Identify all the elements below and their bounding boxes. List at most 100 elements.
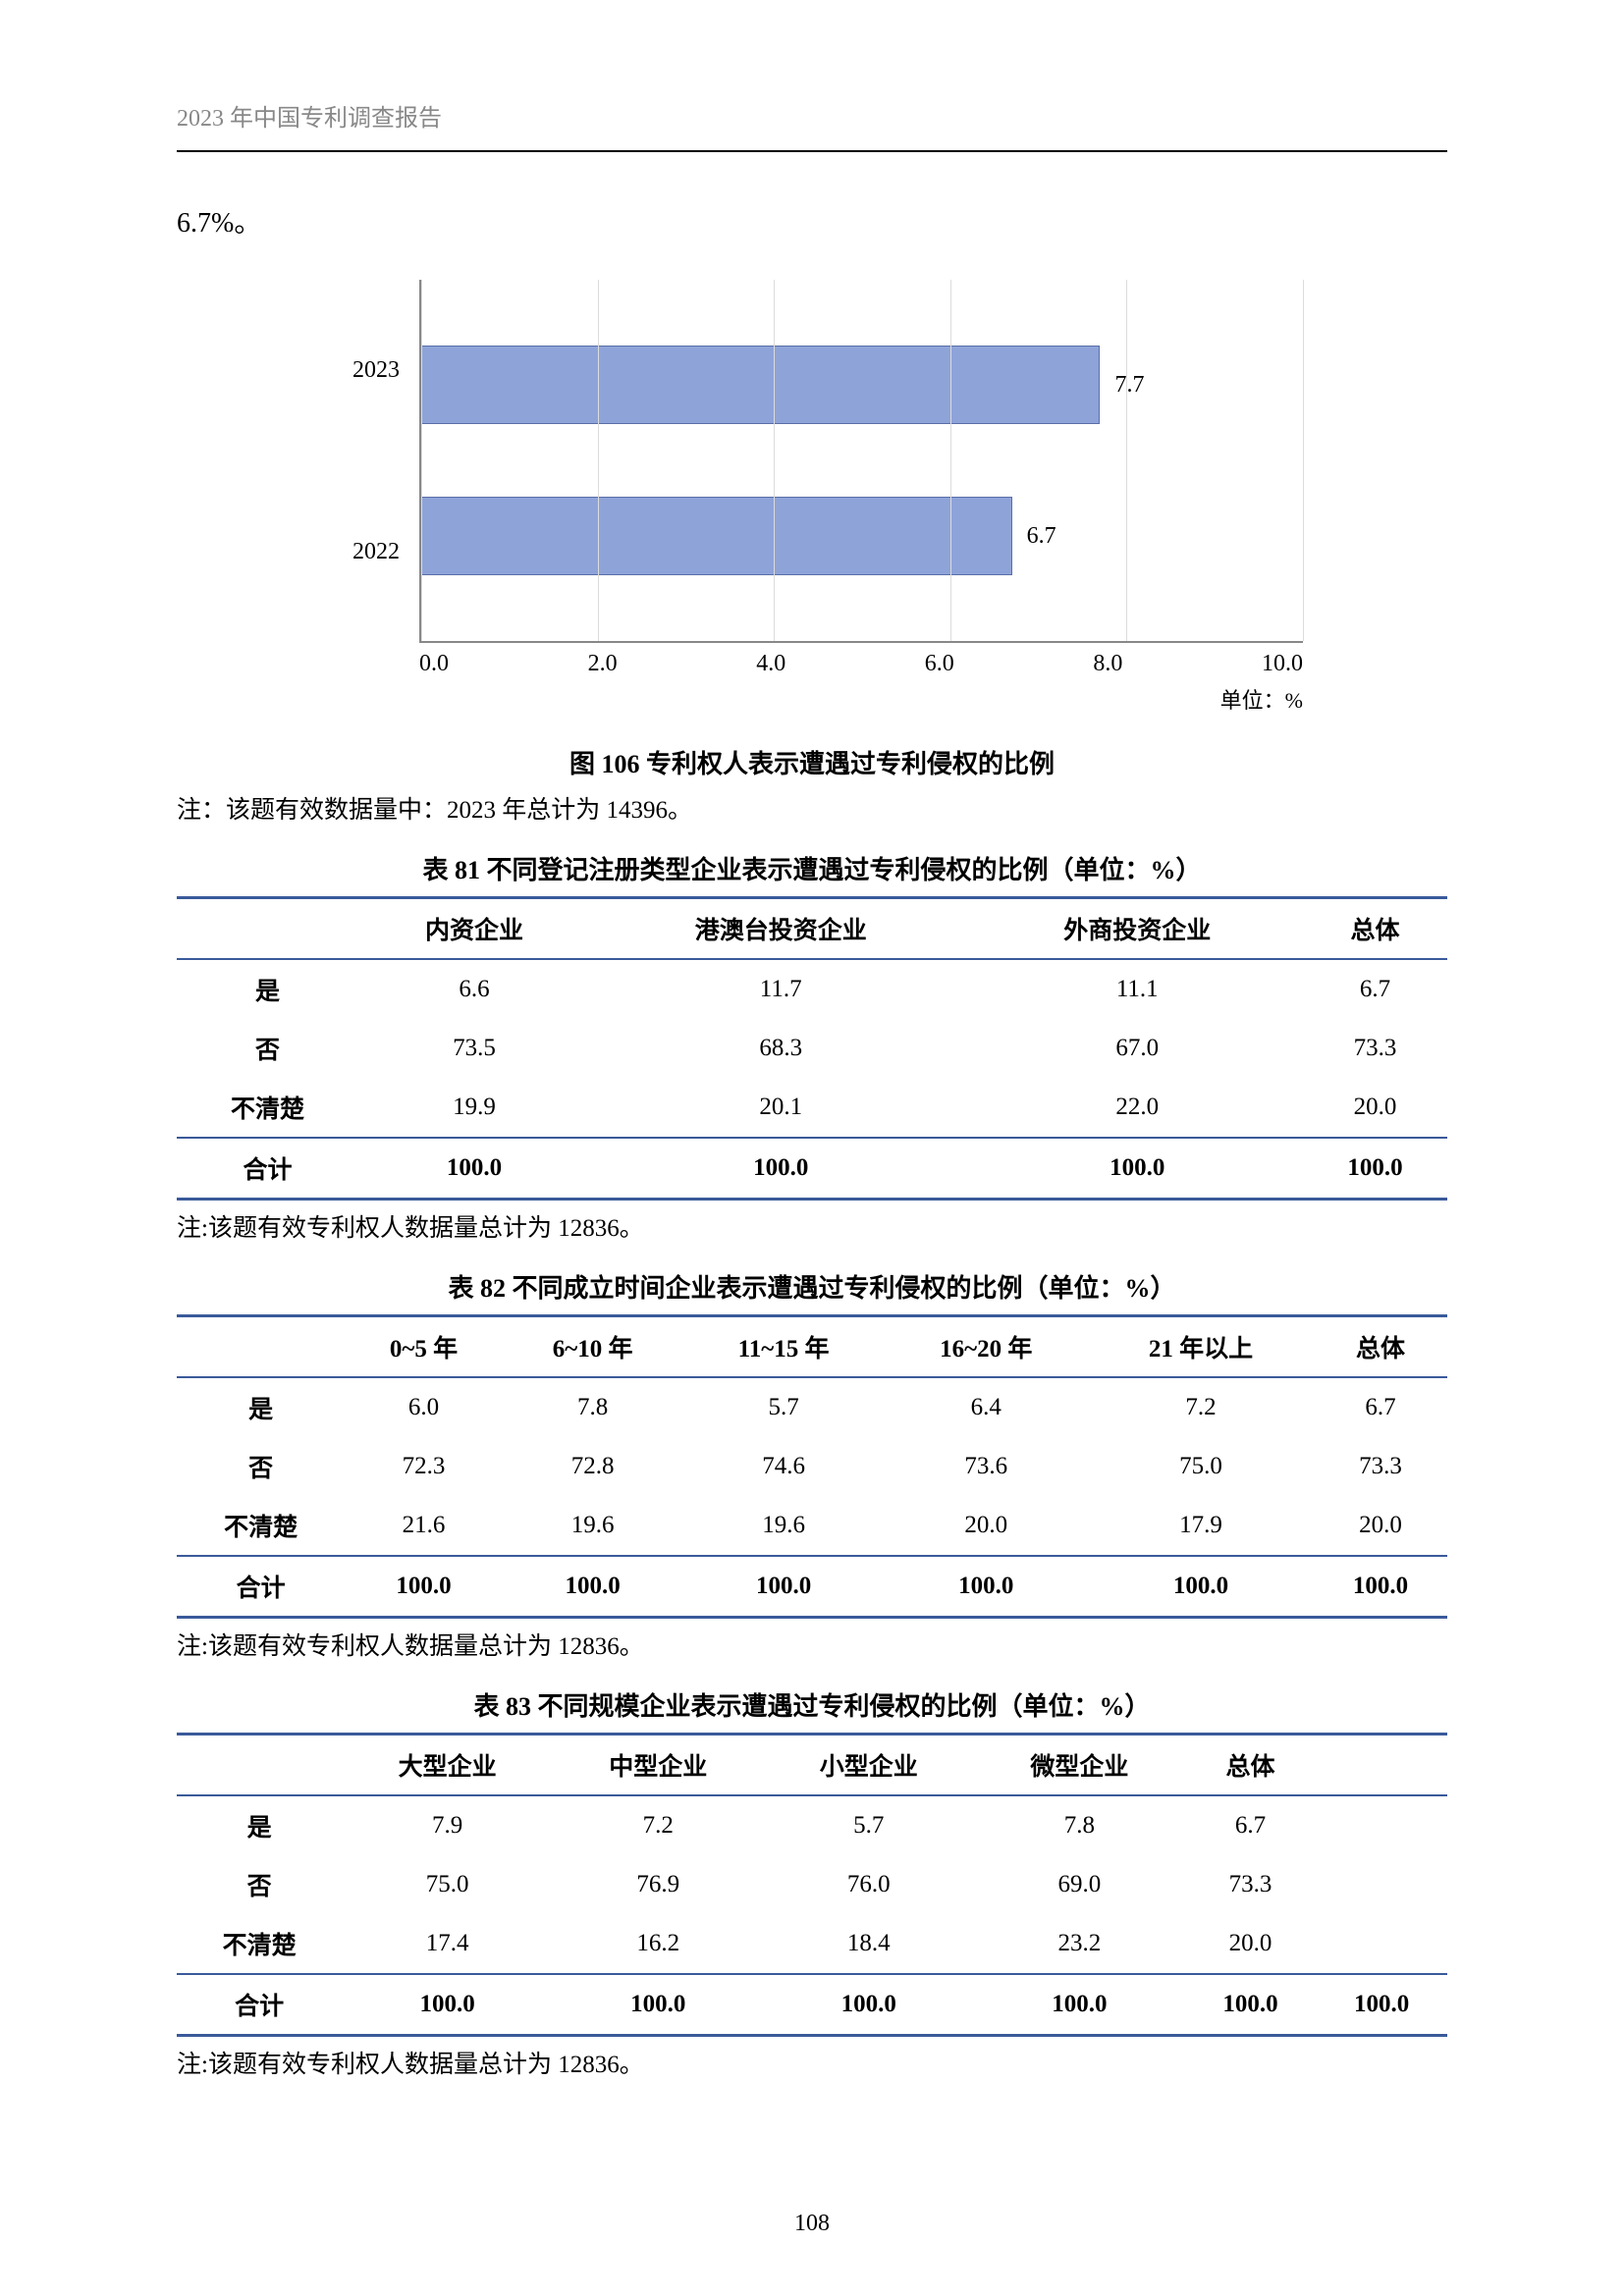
table83: 大型企业中型企业小型企业微型企业总体是7.97.25.77.86.7否75.07…: [177, 1733, 1447, 2037]
table-cell: 68.3: [590, 1019, 971, 1078]
table-header-cell: 中型企业: [553, 1735, 764, 1796]
table-cell: 18.4: [764, 1914, 975, 1974]
grid-line: [598, 280, 599, 641]
table-cell: 20.0: [1303, 1078, 1447, 1138]
x-tick: 8.0: [1093, 651, 1122, 677]
table-row: 是6.611.711.16.7: [177, 959, 1447, 1019]
figure-caption: 图 106 专利权人表示遭遇过专利侵权的比例: [177, 744, 1447, 780]
table-cell: 不清楚: [177, 1496, 345, 1556]
table-cell: 100.0: [358, 1138, 590, 1200]
table-cell: 6.7: [1185, 1795, 1317, 1855]
table-cell: 5.7: [683, 1377, 885, 1437]
axis-unit-label: 单位：%: [321, 683, 1303, 715]
table-cell: 100.0: [553, 1974, 764, 2036]
table-header-cell: 大型企业: [342, 1735, 553, 1796]
table81-caption: 表 81 不同登记注册类型企业表示遭遇过专利侵权的比例（单位：%）: [177, 850, 1447, 886]
table-cell: 72.8: [503, 1437, 683, 1496]
bar-value-label: 6.7: [1027, 523, 1056, 550]
x-tick: 10.0: [1262, 651, 1303, 677]
grid-line: [774, 280, 775, 641]
table-cell: 20.0: [1185, 1914, 1317, 1974]
table-cell: 73.6: [885, 1437, 1088, 1496]
table-cell: 19.6: [503, 1496, 683, 1556]
table-cell: 20.1: [590, 1078, 971, 1138]
x-tick: 4.0: [756, 651, 785, 677]
x-tick: 2.0: [588, 651, 618, 677]
table-header-cell: [177, 1316, 345, 1378]
table-header-cell: 6~10 年: [503, 1316, 683, 1378]
table-row: 是6.07.85.76.47.26.7: [177, 1377, 1447, 1437]
table-cell: 否: [177, 1019, 358, 1078]
table-cell: 11.1: [971, 959, 1303, 1019]
table-row: 不清楚19.920.122.020.0: [177, 1078, 1447, 1138]
table-cell: 6.7: [1314, 1377, 1447, 1437]
table-cell: 17.4: [342, 1914, 553, 1974]
table-cell: 100.0: [1316, 1974, 1447, 2036]
table-row: 不清楚17.416.218.423.220.0: [177, 1914, 1447, 1974]
table-cell: 100.0: [342, 1974, 553, 2036]
table-cell: 69.0: [974, 1855, 1185, 1914]
figure-note: 注：该题有效数据量中：2023 年总计为 14396。: [177, 790, 1447, 826]
grid-line: [1303, 280, 1304, 641]
table-cell: 72.3: [345, 1437, 502, 1496]
intro-text: 6.7%。: [177, 201, 1447, 240]
table-row: 不清楚21.619.619.620.017.920.0: [177, 1496, 1447, 1556]
grid-line: [950, 280, 951, 641]
table-header-cell: 总体: [1314, 1316, 1447, 1378]
table82: 0~5 年6~10 年11~15 年16~20 年21 年以上总体是6.07.8…: [177, 1314, 1447, 1619]
table-header-cell: 16~20 年: [885, 1316, 1088, 1378]
table-cell: 16.2: [553, 1914, 764, 1974]
table-row: 合计100.0100.0100.0100.0100.0100.0: [177, 1974, 1447, 2036]
table-cell: 7.2: [1088, 1377, 1314, 1437]
y-axis-labels: 2023 2022: [321, 280, 419, 643]
page: 2023 年中国专利调查报告 6.7%。 2023 2022 7.76.7 0.…: [0, 0, 1624, 2296]
table-header-cell: 内资企业: [358, 898, 590, 960]
table-cell: 否: [177, 1855, 342, 1914]
y-tick: 2023: [352, 357, 400, 384]
plot-area: 7.7 6.7: [419, 280, 1303, 643]
table-cell: 76.0: [764, 1855, 975, 1914]
table-cell: 100.0: [590, 1138, 971, 1200]
table-cell: 11.7: [590, 959, 971, 1019]
table-cell: 合计: [177, 1138, 358, 1200]
table-header-cell: [177, 898, 358, 960]
table-header-cell: 微型企业: [974, 1735, 1185, 1796]
table-cell: 75.0: [1088, 1437, 1314, 1496]
table82-caption: 表 82 不同成立时间企业表示遭遇过专利侵权的比例（单位：%）: [177, 1268, 1447, 1305]
table-cell: 76.9: [553, 1855, 764, 1914]
table-cell: 合计: [177, 1556, 345, 1618]
table-cell: 73.5: [358, 1019, 590, 1078]
table-row: 否75.076.976.069.073.3: [177, 1855, 1447, 1914]
table-cell: 不清楚: [177, 1078, 358, 1138]
table-cell: 73.3: [1185, 1855, 1317, 1914]
table-cell: 是: [177, 1795, 342, 1855]
table-cell: 是: [177, 959, 358, 1019]
table-header-cell: 总体: [1185, 1735, 1317, 1796]
table-cell: 22.0: [971, 1078, 1303, 1138]
grid-line: [421, 280, 422, 641]
table-row: 合计100.0100.0100.0100.0: [177, 1138, 1447, 1200]
table81-note: 注:该题有效专利权人数据量总计为 12836。: [177, 1208, 1447, 1244]
bar-value-label: 7.7: [1114, 372, 1144, 399]
table-cell: 6.7: [1303, 959, 1447, 1019]
table-cell: 7.2: [553, 1795, 764, 1855]
x-tick: 0.0: [419, 651, 449, 677]
bar: [421, 346, 1100, 424]
table-cell: 100.0: [683, 1556, 885, 1618]
table-row: 否72.372.874.673.675.073.3: [177, 1437, 1447, 1496]
y-tick: 2022: [352, 539, 400, 565]
table-cell: 100.0: [1314, 1556, 1447, 1618]
table-cell: 73.3: [1303, 1019, 1447, 1078]
table-cell: 6.6: [358, 959, 590, 1019]
table83-caption: 表 83 不同规模企业表示遭遇过专利侵权的比例（单位：%）: [177, 1686, 1447, 1723]
table-cell: 6.4: [885, 1377, 1088, 1437]
table-cell: 7.8: [503, 1377, 683, 1437]
table-cell: 否: [177, 1437, 345, 1496]
table81: 内资企业港澳台投资企业外商投资企业总体是6.611.711.16.7否73.56…: [177, 896, 1447, 1201]
table82-note: 注:该题有效专利权人数据量总计为 12836。: [177, 1627, 1447, 1662]
bar-row: 7.7: [421, 346, 1303, 424]
table-cell: 23.2: [974, 1914, 1185, 1974]
table-cell: 19.6: [683, 1496, 885, 1556]
table-cell: 100.0: [971, 1138, 1303, 1200]
table-cell: 6.0: [345, 1377, 502, 1437]
